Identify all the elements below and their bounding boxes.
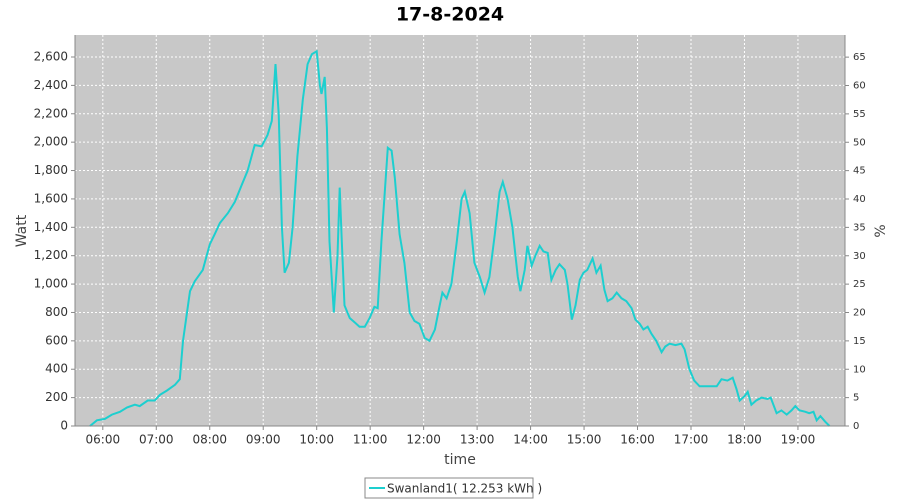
y-tick-label: 1,400 — [34, 220, 68, 234]
y-tick-label: 2,000 — [34, 135, 68, 149]
legend-label: Swanland1( 12.253 kWh ) — [387, 482, 542, 496]
y2-tick-label: 30 — [853, 251, 866, 262]
y2-tick-label: 20 — [853, 308, 866, 319]
y-tick-label: 200 — [45, 390, 68, 404]
y2-tick-label: 0 — [853, 421, 859, 432]
y-tick-label: 1,800 — [34, 163, 68, 177]
y2-tick-label: 50 — [853, 137, 866, 148]
x-tick-label: 13:00 — [460, 433, 495, 447]
y-tick-label: 2,600 — [34, 49, 68, 63]
x-tick-label: 12:00 — [406, 433, 441, 447]
x-tick-label: 17:00 — [674, 433, 709, 447]
y2-tick-label: 60 — [853, 81, 866, 92]
y2-tick-label: 10 — [853, 364, 866, 375]
chart-title: 17-8-2024 — [396, 4, 504, 26]
plot-area — [75, 35, 845, 426]
y-tick-label: 0 — [60, 419, 68, 433]
x-tick-label: 19:00 — [781, 433, 816, 447]
y-tick-label: 800 — [45, 305, 68, 319]
x-tick-label: 16:00 — [620, 433, 655, 447]
x-tick-label: 11:00 — [353, 433, 388, 447]
y2-tick-label: 65 — [853, 52, 866, 63]
y2-tick-label: 15 — [853, 336, 866, 347]
y-tick-label: 1,000 — [34, 277, 68, 291]
x-axis-label: time — [444, 452, 476, 468]
y2-axis-label: % — [873, 224, 889, 237]
x-tick-label: 08:00 — [192, 433, 227, 447]
x-tick-label: 10:00 — [299, 433, 334, 447]
x-tick-label: 07:00 — [139, 433, 174, 447]
y-tick-label: 1,200 — [34, 248, 68, 262]
legend — [364, 477, 534, 499]
x-tick-label: 09:00 — [246, 433, 281, 447]
data-line — [89, 49, 831, 427]
y-tick-label: 2,200 — [34, 106, 68, 120]
y2-tick-label: 5 — [853, 393, 859, 404]
y-axis-label: Watt — [14, 214, 30, 247]
y2-tick-label: 55 — [853, 109, 866, 120]
y2-tick-label: 25 — [853, 279, 866, 290]
x-tick-label: 15:00 — [567, 433, 602, 447]
y2-tick-label: 35 — [853, 222, 866, 233]
x-tick-label: 14:00 — [513, 433, 548, 447]
x-tick-label: 06:00 — [86, 433, 121, 447]
y2-tick-label: 45 — [853, 166, 866, 177]
y-tick-label: 2,400 — [34, 78, 68, 92]
y2-tick-label: 40 — [853, 194, 866, 205]
y-tick-label: 400 — [45, 362, 68, 376]
y-tick-label: 600 — [45, 333, 68, 347]
y-tick-label: 1,600 — [34, 191, 68, 205]
x-tick-label: 18:00 — [727, 433, 762, 447]
